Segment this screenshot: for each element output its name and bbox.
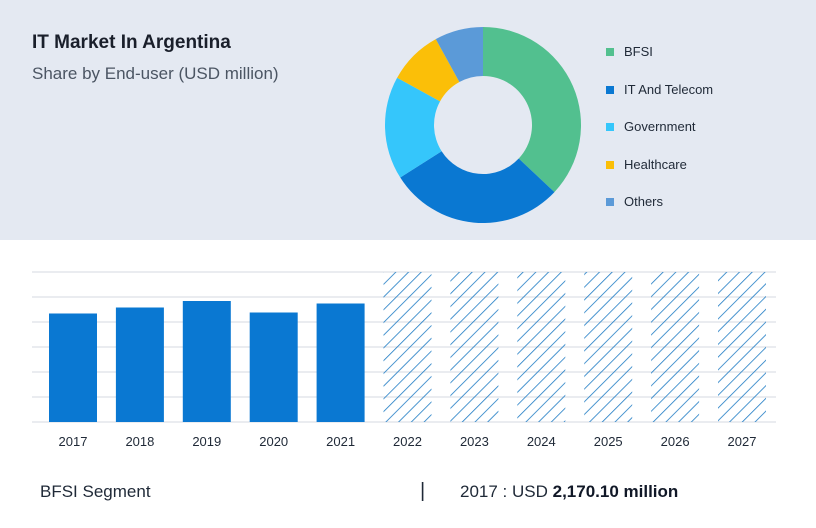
legend-swatch bbox=[606, 198, 614, 206]
segment-label: BFSI Segment bbox=[40, 482, 151, 501]
legend-swatch bbox=[606, 160, 614, 169]
x-tick-label: 2021 bbox=[326, 434, 355, 449]
donut-slice-it-and-telecom bbox=[400, 151, 555, 223]
forecast-bar-2025 bbox=[584, 272, 633, 422]
bar-2020 bbox=[249, 312, 298, 422]
legend-label: Others bbox=[624, 194, 664, 209]
chart-title: IT Market In Argentina bbox=[32, 32, 231, 53]
donut-slice-bfsi bbox=[483, 27, 581, 193]
legend-swatch bbox=[606, 85, 614, 94]
forecast-bar-2022 bbox=[383, 272, 432, 422]
donut-legend: BFSI IT And Telecom Government Healthcare Ot… bbox=[606, 44, 713, 232]
donut-slice-healthcare bbox=[397, 39, 460, 102]
x-tick-label: 2023 bbox=[460, 434, 489, 449]
x-tick-label: 2017 bbox=[59, 434, 88, 449]
x-tick-label: 2018 bbox=[125, 434, 154, 449]
legend-item: Others bbox=[606, 194, 713, 232]
forecast-bar-2027 bbox=[718, 272, 766, 422]
legend-label: IT And Telecom bbox=[624, 81, 714, 97]
legend-item: Healthcare bbox=[606, 157, 713, 195]
bar-2018 bbox=[115, 307, 164, 422]
legend-item: Government bbox=[606, 119, 713, 157]
legend-swatch bbox=[606, 123, 614, 131]
forecast-bar-2026 bbox=[651, 272, 700, 422]
segment-value-amount: 2,170.10 million bbox=[552, 482, 679, 501]
x-tick-label: 2020 bbox=[259, 434, 288, 449]
legend-item: IT And Telecom bbox=[606, 82, 713, 120]
chart-subtitle: Share by End-user (USD million) bbox=[32, 64, 279, 83]
legend-label: BFSI bbox=[624, 44, 653, 59]
segment-value: 2017 : USD 2,170.10 million bbox=[460, 482, 678, 502]
segment-value-prefix: 2017 : USD bbox=[460, 482, 553, 501]
forecast-bar-2024 bbox=[517, 272, 566, 422]
bar-2019 bbox=[182, 301, 231, 422]
x-tick-label: 2027 bbox=[728, 434, 757, 449]
bar-2017 bbox=[49, 313, 97, 422]
legend-label: Healthcare bbox=[624, 156, 687, 172]
legend-label: Government bbox=[624, 119, 696, 134]
bar-chart: 2017 2018 2019 2020 2021 2022 2023 2024 2025 2026… bbox=[32, 271, 776, 449]
x-tick-label: 2024 bbox=[527, 434, 556, 449]
x-tick-label: 2026 bbox=[661, 434, 690, 449]
footer-separator: | bbox=[420, 480, 426, 502]
x-tick-label: 2019 bbox=[192, 434, 221, 449]
x-tick-label: 2022 bbox=[393, 434, 422, 449]
bar-2021 bbox=[316, 303, 365, 422]
donut-chart bbox=[385, 27, 581, 223]
x-tick-label: 2025 bbox=[594, 434, 623, 449]
forecast-bar-2023 bbox=[450, 272, 499, 422]
legend-item: BFSI bbox=[606, 44, 713, 82]
donut-slice-others bbox=[435, 27, 483, 83]
legend-swatch bbox=[606, 48, 614, 56]
donut-slice-government bbox=[385, 77, 442, 178]
